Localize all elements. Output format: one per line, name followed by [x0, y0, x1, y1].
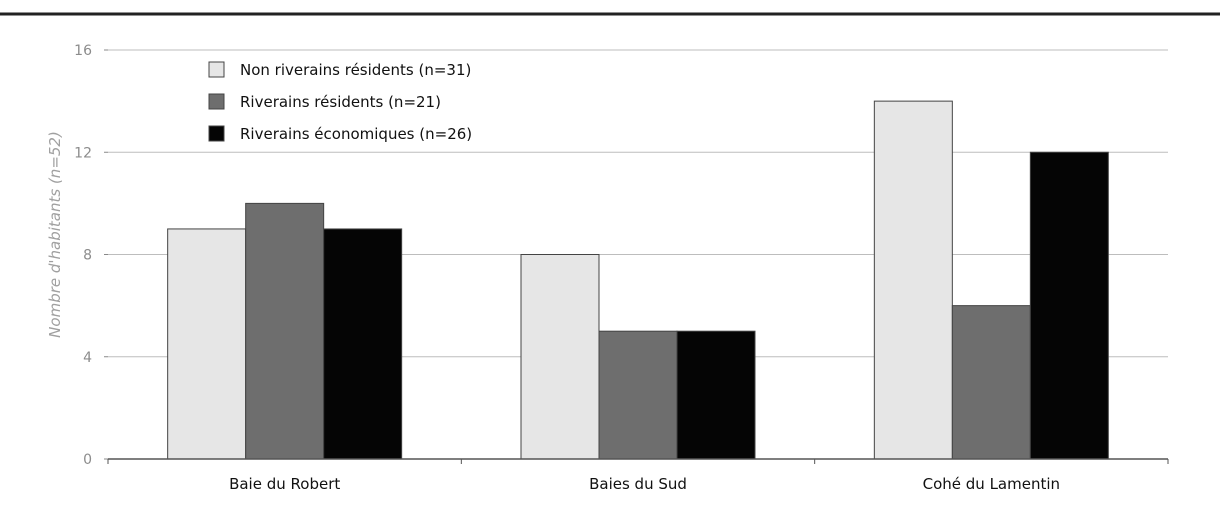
- y-axis-label: Nombre d'habitants (n=52): [46, 131, 64, 338]
- legend: Non riverains résidents (n=31) Riverains …: [208, 61, 472, 143]
- bar: [323, 228, 403, 460]
- y-tick-label: 16: [74, 43, 92, 59]
- legend-label: Non riverains résidents (n=31): [240, 61, 471, 79]
- y-axis-ticks: 0 4 8 12 16: [74, 43, 108, 468]
- y-tick-label: 4: [83, 350, 92, 366]
- x-category-label: Baie du Robert: [229, 475, 340, 493]
- legend-label: Riverains résidents (n=21): [240, 93, 441, 111]
- x-axis-ticks: Baie du Robert Baies du Sud Cohé du Lament…: [107, 459, 1169, 493]
- bar: [245, 202, 325, 460]
- bar: [167, 228, 247, 460]
- x-category-label: Baies du Sud: [589, 475, 687, 493]
- legend-swatch: [208, 125, 225, 142]
- legend-swatch: [208, 93, 225, 110]
- x-category-label: Cohé du Lamentin: [923, 475, 1060, 493]
- bar: [951, 305, 1031, 460]
- bar: [676, 330, 756, 460]
- bar: [598, 330, 678, 460]
- legend-swatch: [208, 61, 225, 78]
- bar: [873, 100, 953, 460]
- y-tick-label: 8: [83, 248, 92, 264]
- y-tick-label: 0: [83, 452, 92, 468]
- bar: [520, 254, 600, 460]
- y-tick-label: 12: [74, 145, 92, 161]
- bars: [167, 100, 1109, 460]
- legend-label: Riverains économiques (n=26): [240, 125, 472, 143]
- bar: [1029, 151, 1109, 460]
